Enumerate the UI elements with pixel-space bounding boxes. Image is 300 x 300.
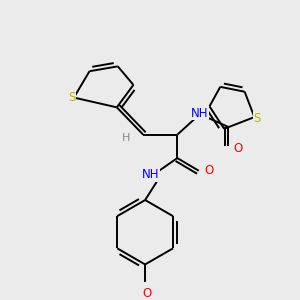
Text: O: O — [204, 164, 213, 177]
Text: S: S — [254, 112, 261, 124]
Text: NH: NH — [142, 168, 160, 181]
Text: O: O — [233, 142, 242, 155]
Text: H: H — [122, 133, 130, 142]
Text: NH: NH — [191, 107, 208, 120]
Text: O: O — [142, 287, 152, 300]
Text: S: S — [68, 91, 76, 104]
